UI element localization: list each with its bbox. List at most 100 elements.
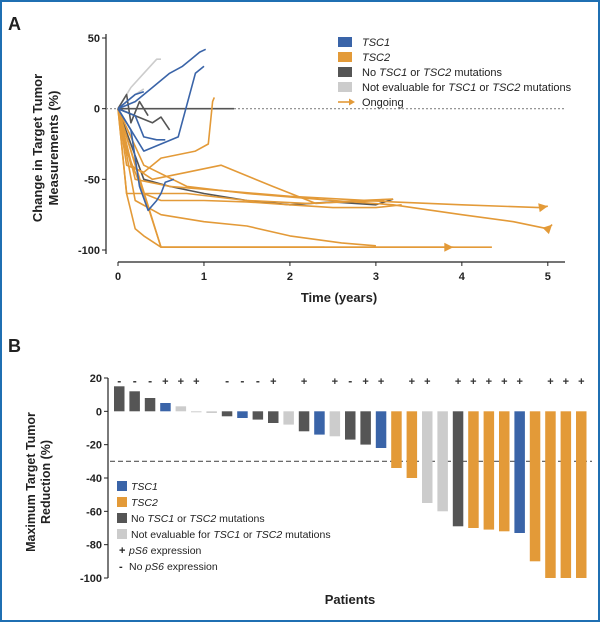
panel-b-ps6-marker: + [547, 376, 553, 388]
panel-a-series-line-tsc2 [117, 108, 492, 248]
panel-b-bar-tsc2 [391, 411, 402, 468]
panel-b-bar-tsc1 [375, 411, 387, 448]
panel-b-bar-none [298, 411, 310, 432]
panel-a-series-line-tsc1 [117, 108, 175, 212]
legend-swatch-tsc2 [117, 497, 127, 507]
panel-b-y-tick-label: 20 [90, 373, 102, 385]
panel-a-x-tick-label: 3 [373, 271, 379, 283]
panel-b-y-axis-label-line1: Maximum Target Tumor [24, 412, 38, 552]
panel-b-bar-ne [422, 411, 433, 503]
panel-a-series-line-none [117, 93, 149, 124]
panel-b-ps6-marker: + [516, 376, 522, 388]
panel-b-ps6-marker: + [470, 376, 476, 388]
legend-label-neg: No pS6 expression [129, 561, 218, 573]
panel-b-bar-none [345, 411, 356, 440]
legend-ongoing-arrow-head [349, 98, 355, 106]
panel-b-legend: TSC1 TSC2 No TSC1 or TSC2 mutations Not eva… [117, 481, 331, 573]
panel-b-y-tick-label: -20 [86, 440, 102, 452]
panel-b-ps6-marker: - [240, 374, 244, 388]
panel-b-bar-tsc1 [237, 411, 248, 418]
panel-b-ps6-marker: + [378, 376, 384, 388]
panel-b-bar-ne [206, 411, 217, 413]
panel-a-y-tick-label: 0 [94, 104, 100, 116]
panel-b-ps6-marker: + [501, 376, 507, 388]
panel-a-series-line-tsc2 [117, 108, 385, 205]
panel-b-y-tick-label: -100 [80, 573, 102, 585]
panel-b-axes: -100 -80 -60 -40 -20 0 20 [80, 373, 592, 585]
panel-b-y-axis-label-line2: Reduction (%) [39, 440, 53, 524]
panel-a-series-line-tsc2 [117, 108, 402, 209]
panel-a-series [117, 48, 553, 252]
legend-swatch-none [117, 513, 127, 523]
legend-label-tsc1: TSC1 [131, 481, 158, 493]
panel-b-y-tick-label: -80 [86, 540, 102, 552]
panel-b-ps6-marker: + [178, 376, 184, 388]
panel-b-bar-tsc2 [499, 411, 510, 532]
panel-b-ps6-marker: + [409, 376, 415, 388]
panel-a-x-tick-label: 5 [545, 271, 551, 283]
panel-b-bar-tsc2 [576, 411, 587, 578]
panel-b-bar-tsc2 [529, 411, 541, 562]
panel-b-bar-ne [437, 411, 448, 512]
panel-b-ps6-marker: - [117, 374, 121, 388]
panel-b-bar-tsc2 [483, 411, 495, 530]
panel-b-bar-tsc2 [545, 411, 556, 578]
legend-swatch-tsc1 [117, 481, 127, 491]
panel-b-y-tick-label: -60 [86, 506, 102, 518]
panel-a-series-line-tsc1 [117, 90, 145, 110]
panel-b-bar-tsc1 [514, 411, 525, 533]
panel-b-bar-tsc2 [468, 411, 479, 528]
panel-b-label: B [8, 336, 21, 356]
panel-b-bar-ne [329, 411, 341, 437]
panel-b-ps6-marker: - [348, 374, 352, 388]
panel-a-x-tick-label: 4 [459, 271, 466, 283]
legend-swatch-none [338, 67, 352, 77]
panel-b-ps6-marker: - [133, 374, 137, 388]
panel-b-ps6-marker: + [455, 376, 461, 388]
panel-a-y-axis-label-line2: Measurements (%) [46, 91, 61, 206]
panel-b-bars [114, 386, 587, 578]
panel-b-ps6-marker: - [148, 374, 152, 388]
legend-label-tsc1: TSC1 [362, 37, 390, 49]
panel-b-bar-ne [283, 411, 294, 425]
panel-a-legend: TSC1 TSC2 No TSC1 or TSC2 mutations Not eva… [338, 37, 572, 109]
panel-a-ongoing-arrow [542, 224, 553, 235]
panel-b-bar-none [129, 391, 140, 412]
panel-a-series-line-tsc2 [117, 108, 394, 205]
legend-label-ne: Not evaluable for TSC1 or TSC2 mutations [131, 529, 331, 541]
panel-b-ps6-marker: + [486, 376, 492, 388]
panel-b-ps6-markers: - - - + + + - - - + + + - + + + + + + + + + + + + [117, 374, 584, 388]
panel-b-bar-none [452, 411, 464, 527]
panel-b-ps6-marker: + [270, 376, 276, 388]
panel-b-ps6-marker: + [563, 376, 569, 388]
legend-label-ongoing: Ongoing [362, 97, 404, 109]
legend-symbol-pos: + [119, 545, 125, 557]
panel-b-bar-none [221, 411, 233, 417]
panel-a-series-line-tsc1 [117, 107, 166, 141]
panel-b-bar-tsc1 [160, 403, 171, 412]
panel-b-ps6-marker: + [301, 376, 307, 388]
panel-b-bar-ne [191, 411, 202, 413]
panel-a-line-chart: -100 -50 0 50 0 1 2 3 4 5 Time (years) Change in … [30, 33, 572, 305]
panel-b-y-tick-label: -40 [86, 473, 102, 485]
panel-a-series-line-tsc2 [117, 108, 376, 247]
panel-b-ps6-marker: - [225, 374, 229, 388]
panel-b-bar-none [268, 411, 279, 423]
panel-a-series-line-tsc2 [117, 108, 553, 230]
panel-b-ps6-marker: + [424, 376, 430, 388]
legend-swatch-ne [117, 529, 127, 539]
legend-swatch-tsc1 [338, 37, 352, 47]
legend-label-pos: pS6 expression [128, 545, 202, 557]
legend-label-tsc2: TSC2 [131, 497, 158, 509]
panel-a-label: A [8, 14, 21, 34]
panel-a-x-tick-label: 1 [201, 271, 207, 283]
panel-b-bar-none [360, 411, 371, 445]
panel-b-x-axis-label: Patients [325, 592, 376, 607]
panel-b-bar-tsc2 [406, 411, 418, 478]
legend-swatch-ne [338, 82, 352, 92]
panel-b-bar-none [114, 386, 125, 412]
panel-b-bar-none [252, 411, 264, 420]
